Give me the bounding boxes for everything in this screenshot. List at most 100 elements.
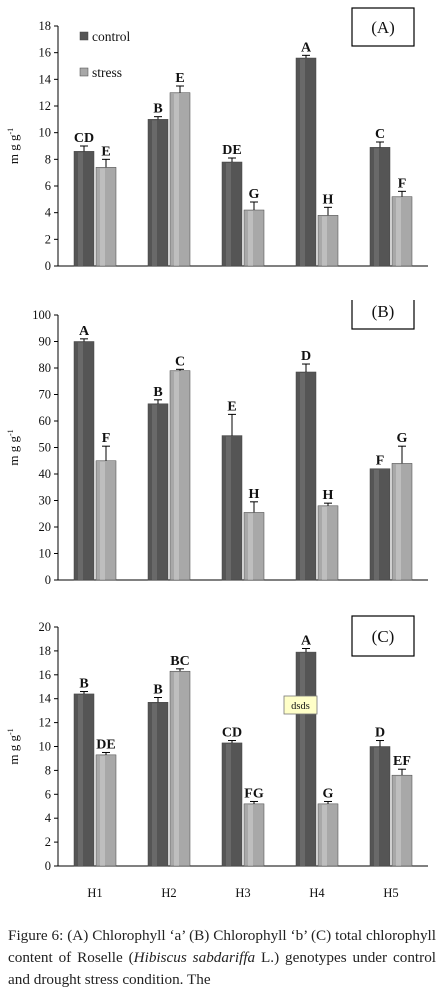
y-tick-label: 0 [45, 859, 51, 873]
significance-letter: F [376, 454, 385, 469]
y-tick-label: 14 [39, 692, 52, 706]
bar-stress [243, 512, 265, 581]
y-tick-label: 0 [45, 259, 51, 273]
y-tick-label: 6 [45, 787, 51, 801]
significance-letter: A [301, 40, 312, 55]
bar-highlight [78, 694, 83, 866]
bar-highlight [174, 371, 179, 580]
y-tick-label: 12 [39, 99, 52, 113]
y-tick-label: 16 [39, 668, 52, 682]
significance-letter: E [101, 144, 110, 159]
significance-letter: CD [222, 726, 242, 741]
y-tick-label: 70 [39, 388, 52, 402]
legend-label: control [92, 29, 130, 44]
significance-letter: A [79, 324, 90, 339]
significance-letter: DE [222, 143, 241, 158]
y-tick-label: 12 [39, 716, 52, 730]
significance-letter: A [301, 634, 312, 649]
chart-panel-b: 0 10 20 30 40 50 60 70 80 90 100 m g g-1 (B) A F B C E H D H… [0, 292, 441, 610]
chart-c: 0 2 4 6 8 10 12 14 16 18 20 m g g-1 (C) B DE H1 B BC H2 CD F… [6, 615, 428, 900]
y-tick-label: 14 [39, 72, 52, 86]
bar-highlight [152, 120, 157, 266]
tooltip-box [283, 695, 318, 715]
significance-letter: B [79, 677, 88, 692]
bar-highlight [174, 93, 179, 267]
bar-stress [95, 754, 117, 867]
bar-stress [391, 463, 413, 581]
bar-stress [317, 803, 339, 867]
bar-highlight [396, 464, 401, 580]
y-tick-label: 6 [45, 179, 51, 193]
y-tick-label: 16 [39, 46, 52, 60]
x-tick-label: H2 [161, 886, 176, 900]
panel-label: (A) [371, 18, 395, 37]
bar-control [73, 693, 95, 867]
significance-letter: B [153, 102, 162, 117]
y-tick-label: 8 [45, 152, 51, 166]
significance-letter: B [153, 385, 162, 400]
bar-stress [391, 774, 413, 867]
bar-highlight [396, 776, 401, 866]
bar-stress [391, 196, 413, 267]
bar-highlight [226, 743, 231, 866]
bar-highlight [152, 703, 157, 866]
bar-highlight [100, 168, 105, 266]
bar-highlight [300, 59, 305, 266]
y-tick-label: 8 [45, 763, 51, 777]
chart-panel-c: 0 2 4 6 8 10 12 14 16 18 20 m g g-1 (C) B DE H1 B BC H2 CD F… [0, 610, 441, 920]
bar-highlight [322, 506, 327, 580]
bar-stress [169, 370, 191, 581]
bar-stress [95, 167, 117, 267]
significance-letter: B [153, 683, 162, 698]
y-tick-label: 20 [39, 520, 52, 534]
legend-swatch [79, 31, 89, 41]
bar-control [73, 341, 95, 581]
y-tick-label: 60 [39, 414, 52, 428]
significance-letter: CD [74, 131, 94, 146]
significance-letter: C [375, 127, 385, 142]
bar-highlight [100, 755, 105, 866]
y-tick-label: 0 [45, 573, 51, 587]
bar-control [369, 468, 391, 581]
bar-control [221, 742, 243, 867]
bar-stress [243, 803, 265, 867]
bar-highlight [100, 461, 105, 580]
y-tick-label: 20 [39, 620, 52, 634]
significance-letter: H [249, 487, 260, 502]
y-axis-label: m g g-1 [6, 728, 21, 764]
x-tick-label: H1 [87, 886, 102, 900]
bar-highlight [300, 372, 305, 580]
y-tick-label: 2 [45, 232, 51, 246]
y-tick-label: 40 [39, 467, 52, 481]
y-tick-label: 100 [32, 308, 51, 322]
bar-control [147, 702, 169, 867]
panel-label-box [351, 7, 415, 47]
y-tick-label: 4 [45, 811, 52, 825]
significance-letter: E [227, 399, 236, 414]
bar-control [369, 746, 391, 867]
caption-suffix: L.) genotypes under control and drought … [8, 949, 437, 988]
panel-label-box [351, 615, 415, 657]
y-tick-label: 80 [39, 361, 52, 375]
significance-letter: H [323, 488, 334, 503]
caption-species: Hibiscus sabdariffa [133, 949, 256, 966]
bar-highlight [300, 653, 305, 866]
bar-control [295, 57, 317, 267]
y-tick-label: 30 [39, 494, 52, 508]
x-tick-label: H5 [383, 886, 398, 900]
bar-stress [95, 460, 117, 581]
y-tick-label: 10 [39, 547, 52, 561]
bar-control [221, 161, 243, 267]
panel-label: (B) [372, 302, 395, 321]
y-tick-label: 90 [39, 335, 52, 349]
y-tick-label: 4 [45, 206, 52, 220]
bar-highlight [78, 342, 83, 580]
bar-highlight [226, 436, 231, 580]
bar-highlight [248, 804, 253, 866]
bar-control [147, 119, 169, 267]
significance-letter: FG [244, 786, 264, 801]
bar-stress [169, 92, 191, 267]
bar-highlight [226, 163, 231, 266]
bar-control [369, 147, 391, 267]
